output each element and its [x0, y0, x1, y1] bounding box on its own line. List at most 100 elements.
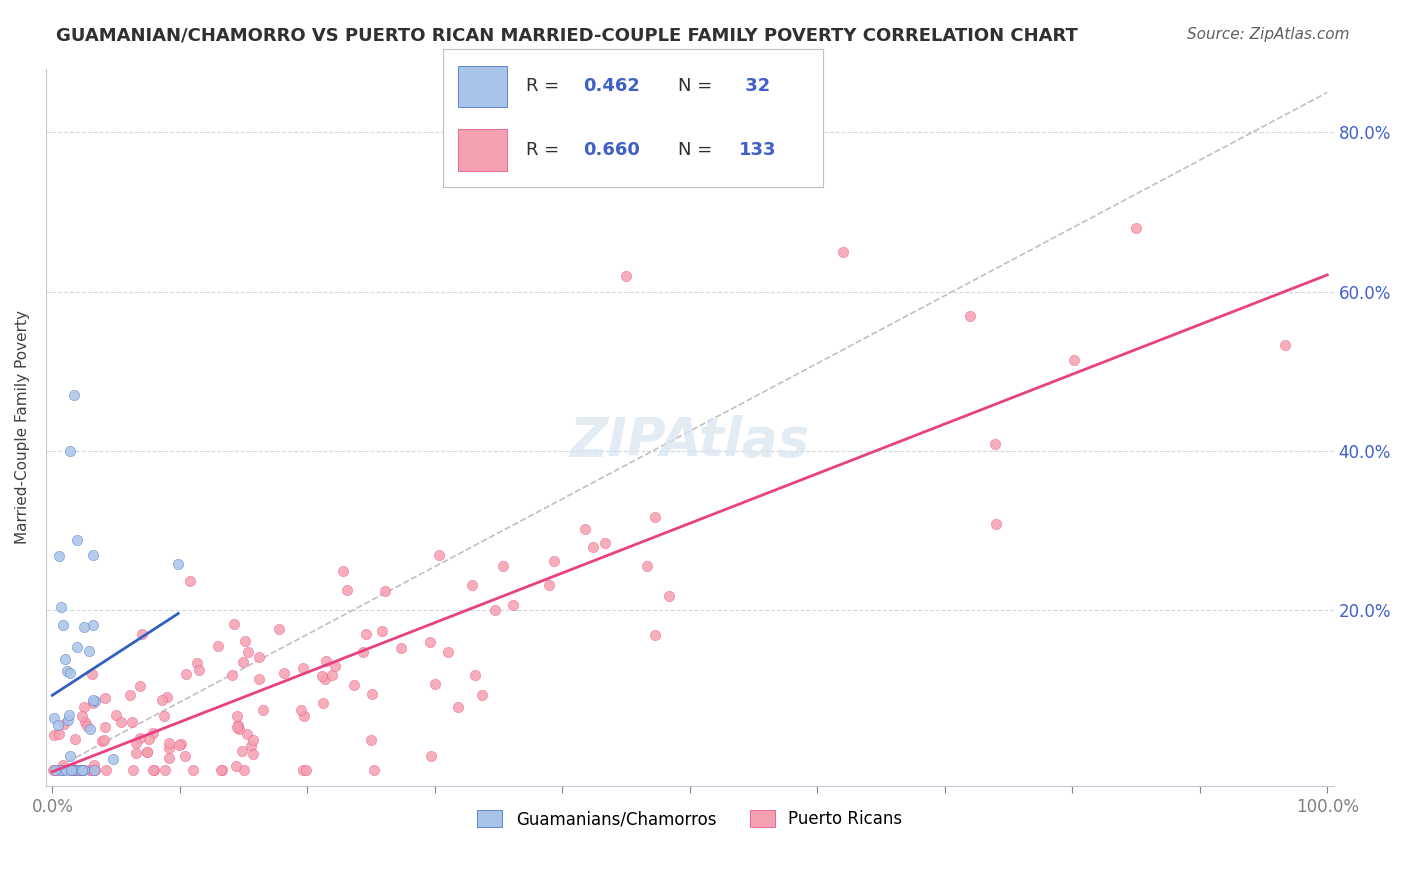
Point — [1125, 221, 1147, 235]
Point — [90, 734, 112, 748]
Point — [232, 655, 254, 669]
Point — [52, 763, 75, 777]
Point — [94, 691, 117, 706]
Point — [94, 720, 117, 734]
Point — [361, 688, 384, 702]
Point — [77, 644, 100, 658]
Text: 32: 32 — [740, 78, 770, 95]
Point — [45, 763, 67, 777]
Point — [59, 444, 82, 458]
Point — [101, 752, 124, 766]
Point — [94, 763, 117, 777]
Point — [135, 745, 157, 759]
Point — [538, 578, 561, 592]
Point — [464, 667, 486, 681]
Point — [129, 679, 152, 693]
Point — [543, 554, 565, 568]
Point — [125, 746, 148, 760]
Point — [593, 535, 616, 549]
Point — [155, 763, 177, 777]
Point — [354, 626, 377, 640]
Point — [236, 727, 259, 741]
Point — [167, 738, 190, 752]
Point — [157, 737, 180, 751]
Point — [173, 749, 195, 764]
Point — [235, 634, 257, 648]
Text: 133: 133 — [740, 141, 776, 159]
Point — [73, 715, 96, 730]
Point — [174, 667, 197, 681]
Point — [209, 763, 232, 777]
Point — [238, 645, 260, 659]
Point — [48, 549, 70, 564]
Point — [983, 437, 1005, 451]
Point — [658, 589, 681, 603]
Point — [157, 750, 180, 764]
Point — [636, 558, 658, 573]
Point — [231, 744, 253, 758]
Bar — [458, 129, 508, 170]
Point — [242, 747, 264, 761]
Legend: Guamanians/Chamorros, Puerto Ricans: Guamanians/Chamorros, Puerto Ricans — [471, 804, 908, 835]
Text: R =: R = — [526, 78, 565, 95]
Point — [80, 667, 103, 681]
Point — [67, 763, 90, 777]
Point — [62, 763, 84, 777]
Point — [84, 694, 107, 708]
Point — [73, 700, 96, 714]
Point — [49, 763, 72, 777]
Point — [153, 708, 176, 723]
Point — [156, 690, 179, 704]
Point — [225, 759, 247, 773]
Point — [125, 735, 148, 749]
Point — [273, 665, 295, 680]
Point — [131, 627, 153, 641]
Point — [59, 748, 82, 763]
Point — [93, 732, 115, 747]
Point — [290, 703, 312, 717]
Point — [55, 763, 77, 777]
Point — [70, 709, 93, 723]
Point — [150, 693, 173, 707]
Point — [186, 656, 208, 670]
Text: N =: N = — [678, 78, 718, 95]
Point — [49, 600, 72, 615]
Point — [360, 733, 382, 747]
Point — [79, 763, 101, 777]
Point — [315, 654, 337, 668]
Point — [321, 667, 343, 681]
Point — [502, 599, 524, 613]
Point — [62, 763, 84, 777]
Point — [79, 723, 101, 737]
Point — [225, 709, 247, 723]
Point — [294, 709, 316, 723]
Point — [447, 700, 470, 714]
Point — [188, 663, 211, 677]
Point — [228, 723, 250, 737]
Point — [352, 645, 374, 659]
Point — [142, 725, 165, 739]
Point — [48, 727, 70, 741]
Point — [389, 640, 412, 655]
Point — [60, 763, 83, 777]
Point — [142, 763, 165, 777]
Point — [48, 718, 70, 732]
Point — [371, 624, 394, 639]
Point — [44, 711, 66, 725]
Text: R =: R = — [526, 141, 565, 159]
Point — [118, 689, 141, 703]
Point — [984, 516, 1007, 531]
Point — [53, 652, 76, 666]
Point — [292, 763, 315, 777]
Point — [170, 737, 193, 751]
Point — [226, 720, 249, 734]
Point — [122, 763, 145, 777]
Point — [167, 557, 190, 571]
Point — [1063, 353, 1085, 368]
Point — [574, 522, 596, 536]
Point — [419, 635, 441, 649]
Y-axis label: Married-Couple Family Poverty: Married-Couple Family Poverty — [15, 310, 30, 544]
Point — [157, 741, 180, 756]
Point — [582, 540, 605, 554]
Point — [179, 574, 201, 589]
